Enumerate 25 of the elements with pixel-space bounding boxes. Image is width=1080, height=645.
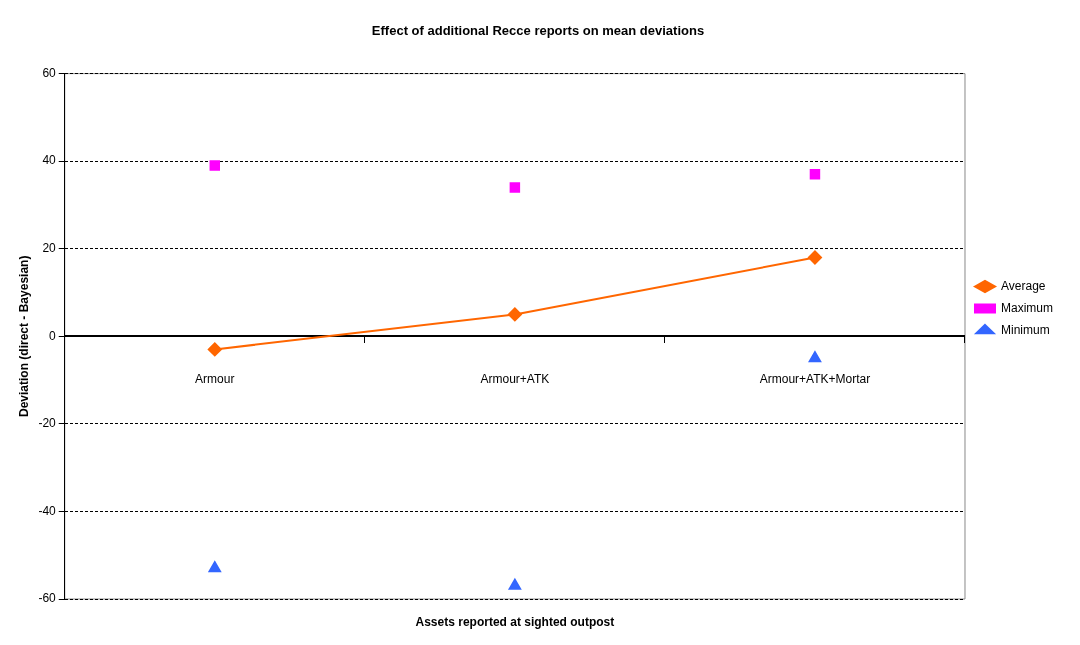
legend-label: Minimum xyxy=(1001,322,1050,337)
point xyxy=(508,578,522,590)
x-tick-label: Armour xyxy=(195,371,235,386)
point xyxy=(509,182,521,193)
legend-label: Average xyxy=(1001,278,1046,293)
point xyxy=(208,561,221,573)
point xyxy=(207,342,222,357)
x-tick-label: Armour+ATK xyxy=(480,371,550,386)
x-axis-title: Assets reported at sighted outpost xyxy=(415,615,615,630)
y-tick-label: -40 xyxy=(38,503,57,518)
y-tick-label: -20 xyxy=(38,416,57,431)
point xyxy=(507,307,522,322)
point xyxy=(209,160,221,171)
y-tick-label: 60 xyxy=(42,65,57,80)
point xyxy=(807,250,822,265)
y-axis-title: Deviation (direct - Bayesian) xyxy=(16,255,31,417)
y-tick-label: 40 xyxy=(42,153,57,168)
x-tick-label: Armour+ATK+Mortar xyxy=(759,371,871,386)
legend-label: Maximum xyxy=(1001,300,1054,315)
point xyxy=(809,169,821,180)
y-tick-label: 0 xyxy=(49,328,57,343)
y-tick-label: 20 xyxy=(42,241,57,256)
y-tick-label: -60 xyxy=(38,591,57,606)
chart-title: Effect of additional Recce reports on mean deviations xyxy=(371,23,705,39)
point xyxy=(808,351,822,363)
